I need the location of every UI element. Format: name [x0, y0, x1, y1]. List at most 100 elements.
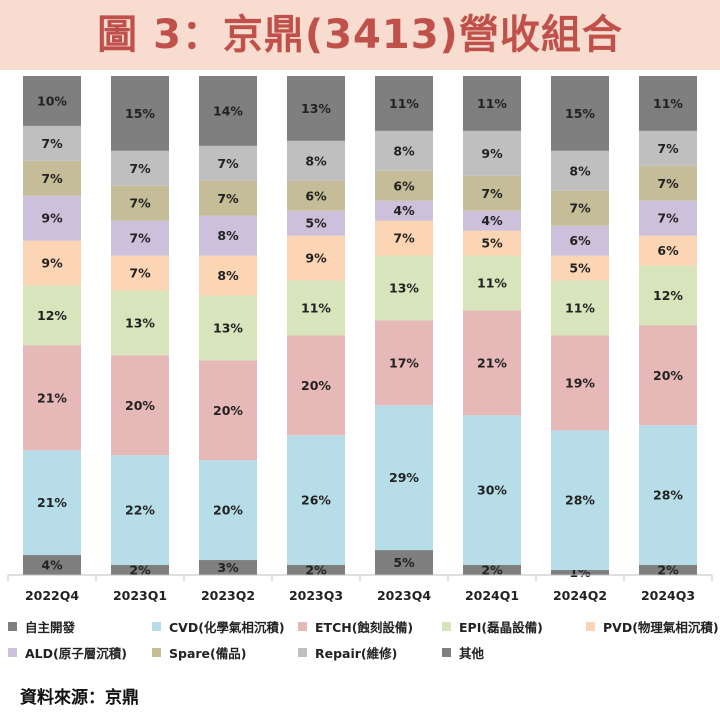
data-label: 8%	[217, 268, 239, 283]
bar-segment	[463, 230, 521, 256]
data-label: 8%	[393, 143, 415, 158]
data-label: 4%	[393, 203, 415, 218]
data-label: 15%	[125, 106, 155, 121]
data-label: 8%	[305, 153, 327, 168]
legend-label: 其他	[459, 645, 485, 661]
data-label: 6%	[393, 178, 415, 193]
legend-swatch	[586, 621, 595, 631]
legend-item: Spare(備品)	[152, 640, 246, 664]
bar-segment	[551, 280, 609, 336]
data-label: 19%	[565, 375, 595, 390]
x-tick-label: 2024Q1	[465, 588, 519, 603]
data-label: 12%	[653, 288, 683, 303]
bar-segment	[199, 295, 257, 361]
data-label: 28%	[565, 493, 595, 508]
legend-item: ALD(原子層沉積)	[8, 640, 127, 664]
data-label: 20%	[653, 368, 683, 383]
bar-segment	[199, 560, 257, 575]
legend-swatch	[298, 647, 307, 657]
title-banner	[0, 0, 720, 70]
legend-swatch	[298, 621, 307, 631]
bar-segment	[111, 150, 169, 186]
bar-segment	[111, 76, 169, 151]
bar-segment	[111, 455, 169, 566]
data-label: 6%	[305, 188, 327, 203]
bar-segment	[375, 220, 433, 256]
data-label: 13%	[301, 101, 331, 116]
data-label: 9%	[481, 146, 503, 161]
bar-segment	[463, 210, 521, 231]
bar-segment	[639, 130, 697, 166]
bar-segment	[111, 565, 169, 575]
bar-segment	[199, 215, 257, 256]
data-label: 5%	[569, 261, 591, 276]
bar-segment	[111, 355, 169, 456]
data-label: 6%	[569, 233, 591, 248]
data-label: 3%	[217, 560, 239, 575]
source-note: 資料來源：京鼎	[20, 688, 139, 708]
bar-segment	[551, 76, 609, 151]
data-label: 11%	[301, 301, 331, 316]
bar-segment	[463, 76, 521, 131]
bar-segment	[639, 265, 697, 326]
bar-segment	[639, 325, 697, 426]
bar-segment	[463, 130, 521, 176]
data-label: 6%	[657, 243, 679, 258]
data-label: 11%	[477, 276, 507, 291]
data-label: 21%	[477, 355, 507, 370]
legend-item: Repair(維修)	[298, 640, 397, 664]
bar-segment	[287, 335, 345, 436]
bar-segment	[287, 235, 345, 281]
x-tick-label: 2023Q3	[289, 588, 343, 603]
bar-segment	[199, 180, 257, 216]
bar-segment	[375, 550, 433, 575]
data-label: 11%	[477, 96, 507, 111]
data-label: 22%	[125, 503, 155, 518]
chart-title: 圖 3：京鼎(3413)營收組合	[97, 12, 623, 58]
data-label: 20%	[213, 503, 243, 518]
legend-swatch	[8, 647, 17, 657]
legend-label: ETCH(蝕刻設備)	[315, 619, 414, 635]
bar-segment	[639, 76, 697, 131]
data-label: 13%	[213, 320, 243, 335]
data-label: 4%	[41, 558, 63, 573]
bar-segment	[111, 290, 169, 356]
bar-segment	[111, 255, 169, 291]
bar-segment	[111, 185, 169, 221]
data-label: 29%	[389, 470, 419, 485]
x-tick-label: 2023Q2	[201, 588, 255, 603]
bar-segment	[287, 140, 345, 181]
data-label: 7%	[217, 156, 239, 171]
legend-swatch	[442, 647, 451, 657]
bar-segment	[375, 405, 433, 551]
bar-segment	[463, 310, 521, 416]
bar-segment	[375, 130, 433, 171]
bar-segment	[111, 220, 169, 256]
bar-segment	[23, 240, 81, 286]
legend-swatch	[442, 621, 451, 631]
bar-segment	[463, 255, 521, 311]
legend-item: 自主開發	[8, 614, 75, 638]
data-label: 2%	[657, 563, 679, 578]
data-label: 28%	[653, 488, 683, 503]
bar-segment	[551, 255, 609, 281]
legend-label: 自主開發	[25, 619, 76, 635]
bar-segment	[463, 565, 521, 575]
legend-swatch	[152, 647, 161, 657]
bar-segment	[375, 76, 433, 131]
data-label: 13%	[389, 281, 419, 296]
data-label: 12%	[37, 308, 67, 323]
data-label: 11%	[389, 96, 419, 111]
data-label: 10%	[37, 93, 67, 108]
data-label: 5%	[305, 216, 327, 231]
bar-segment	[287, 180, 345, 211]
data-label: 2%	[305, 563, 327, 578]
data-label: 9%	[41, 211, 63, 226]
bar-segment	[375, 320, 433, 406]
bar-segment	[23, 285, 81, 346]
data-label: 2%	[129, 563, 151, 578]
bar-segment	[23, 76, 81, 126]
legend-label: PVD(物理氣相沉積)	[603, 619, 719, 635]
bar-segment	[639, 165, 697, 201]
bar-segment	[199, 360, 257, 461]
